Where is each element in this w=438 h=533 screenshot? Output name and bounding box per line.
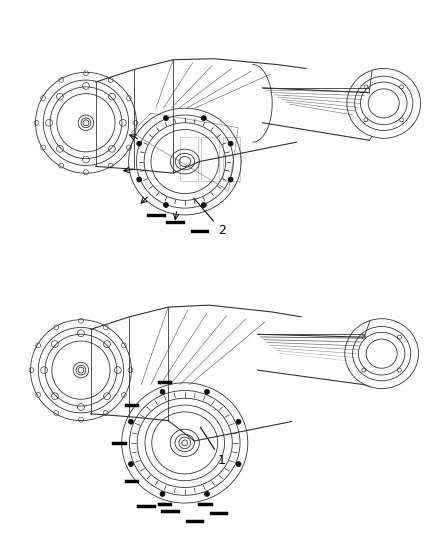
Ellipse shape xyxy=(163,203,168,207)
Ellipse shape xyxy=(236,419,241,424)
Ellipse shape xyxy=(201,203,206,207)
Ellipse shape xyxy=(137,177,141,182)
Ellipse shape xyxy=(160,390,165,394)
Text: 2: 2 xyxy=(194,198,226,238)
Ellipse shape xyxy=(137,141,141,146)
Ellipse shape xyxy=(129,419,134,424)
Ellipse shape xyxy=(236,462,241,466)
Ellipse shape xyxy=(228,141,233,146)
Ellipse shape xyxy=(163,116,168,120)
Text: 1: 1 xyxy=(201,427,226,467)
Ellipse shape xyxy=(129,462,134,466)
Ellipse shape xyxy=(205,491,209,496)
Ellipse shape xyxy=(160,491,165,496)
Ellipse shape xyxy=(205,390,209,394)
Ellipse shape xyxy=(228,177,233,182)
Ellipse shape xyxy=(201,116,206,120)
